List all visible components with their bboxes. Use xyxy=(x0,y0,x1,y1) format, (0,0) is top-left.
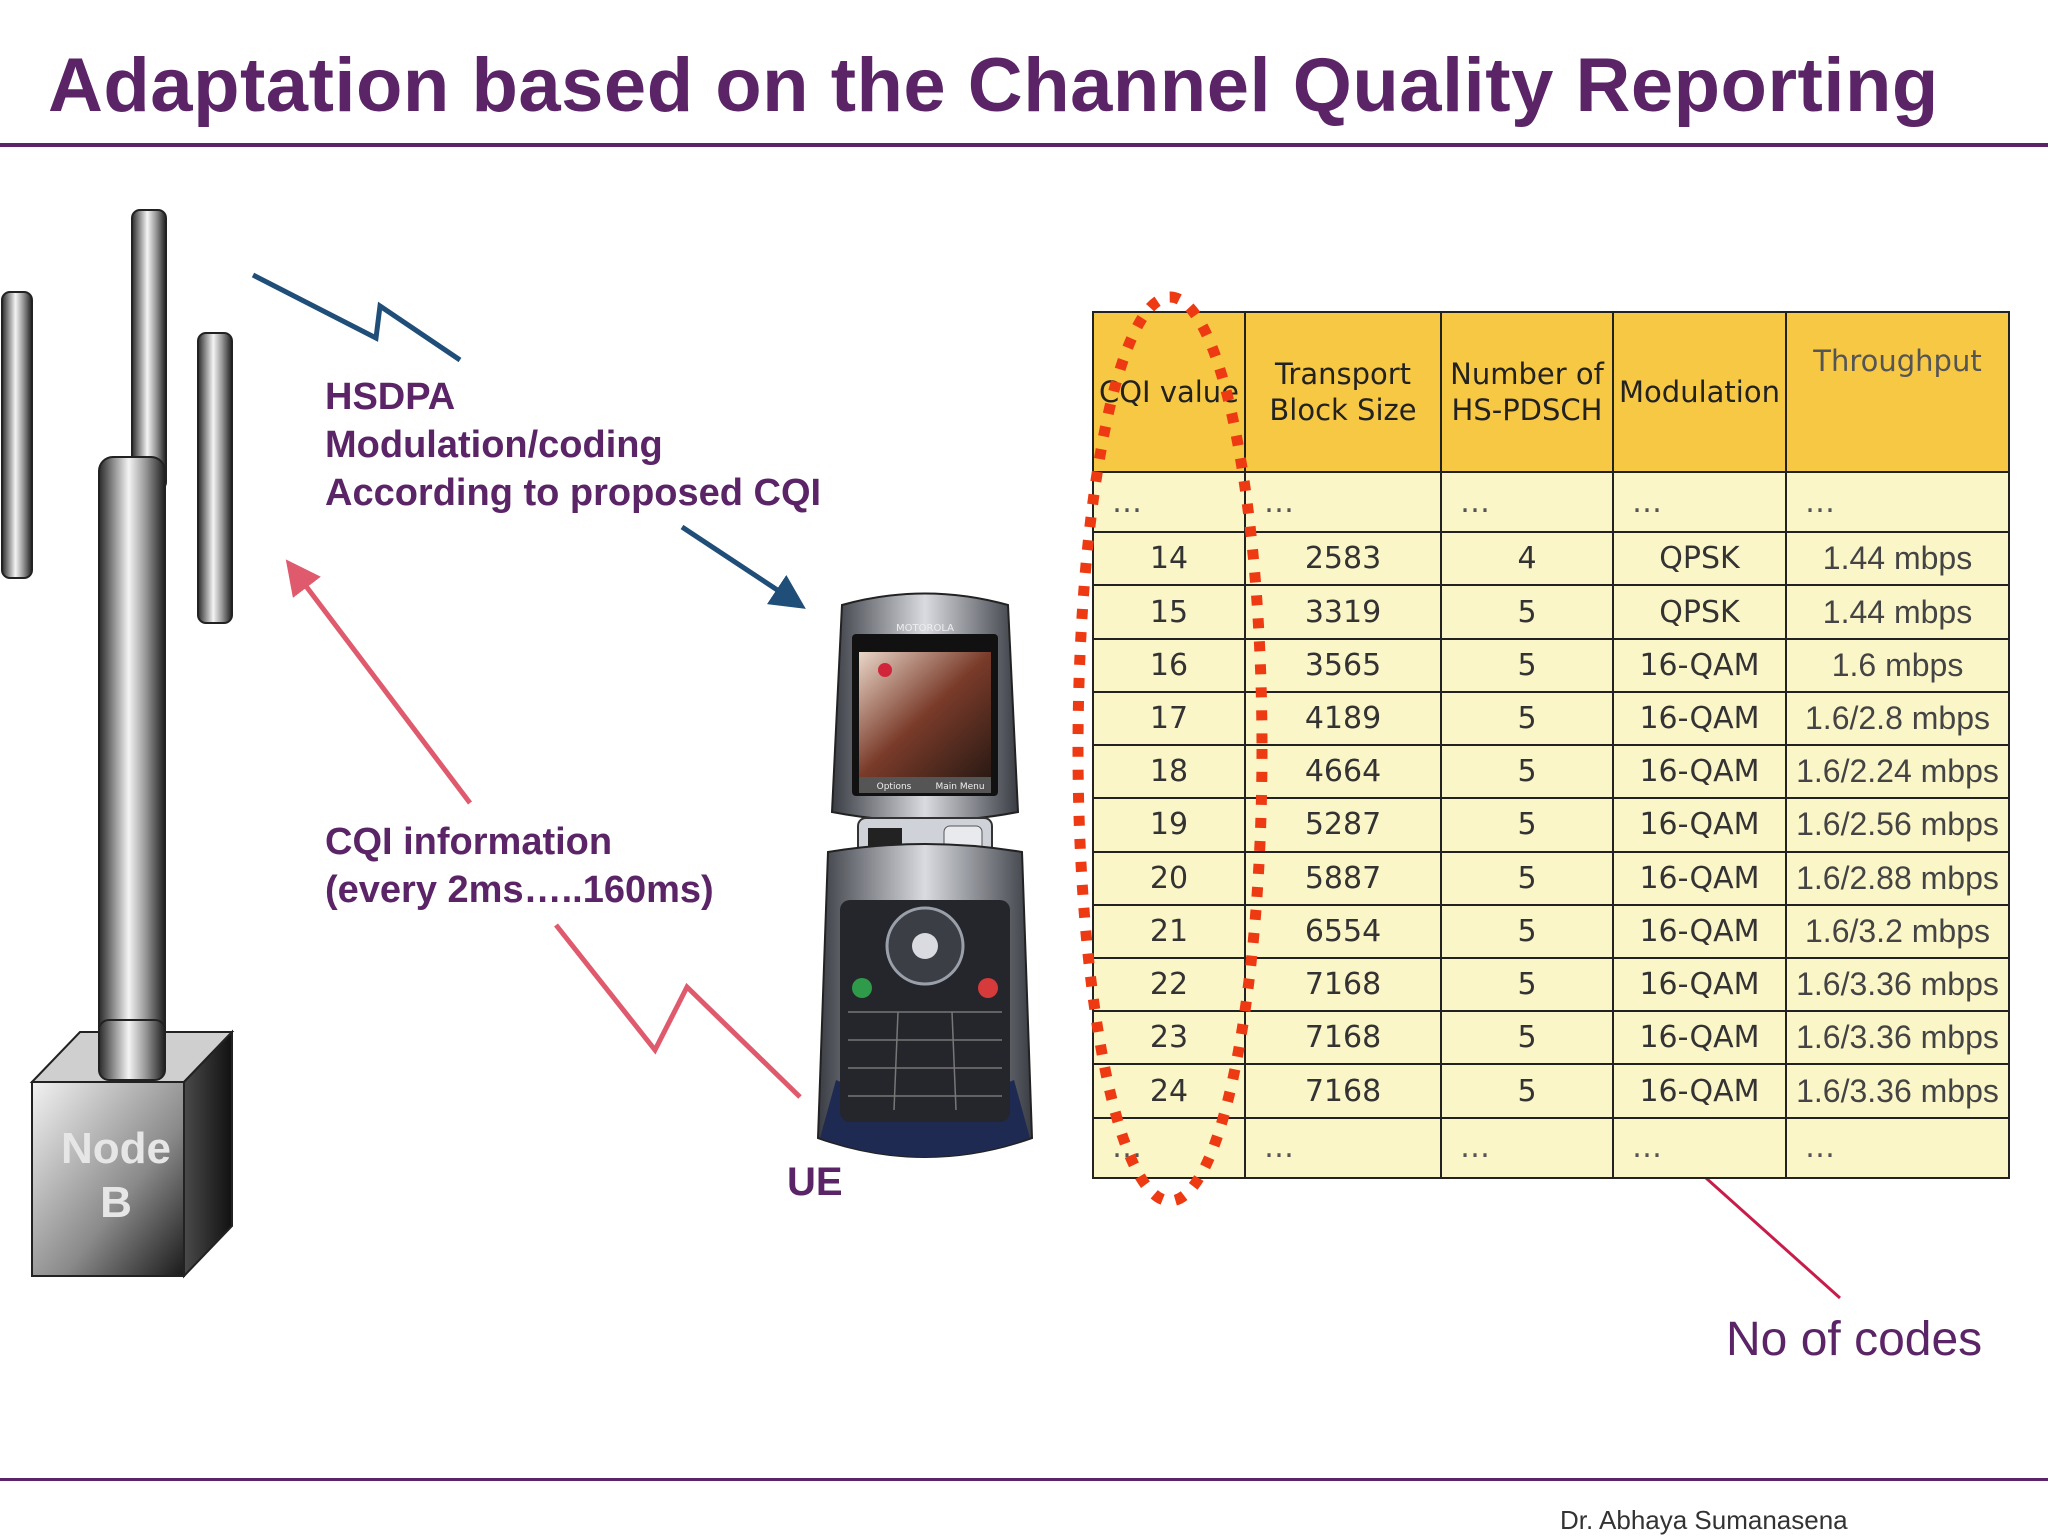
cell-tput: 1.6 mbps xyxy=(1785,637,2010,693)
cell-mod: 16-QAM xyxy=(1612,1063,1787,1119)
table-row: 18 4664 5 16-QAM 1.6/2.24 mbps xyxy=(1092,744,2010,800)
cell-mod: 16-QAM xyxy=(1612,690,1787,747)
cell-cqi: 19 xyxy=(1092,797,1246,853)
cell-mod: 16-QAM xyxy=(1612,744,1787,800)
cell-codes: 5 xyxy=(1440,584,1614,640)
cell-codes: 5 xyxy=(1440,1010,1614,1066)
footer-divider xyxy=(0,1478,2048,1481)
table-row: 16 3565 5 16-QAM 1.6 mbps xyxy=(1092,637,2010,693)
cell-cqi: 21 xyxy=(1092,903,1246,960)
table-header-row: CQI value Transport Block Size Number of… xyxy=(1092,311,2010,473)
table-row-ellipsis-top: … … … … … xyxy=(1092,470,2010,534)
title-divider xyxy=(0,143,2048,147)
cell-codes: 5 xyxy=(1440,1063,1614,1119)
cell-codes: 5 xyxy=(1440,956,1614,1013)
cell-tbs: 5287 xyxy=(1244,797,1442,853)
cell-cqi: 14 xyxy=(1092,531,1246,587)
cell-codes: 5 xyxy=(1440,744,1614,800)
cell-tbs: 5887 xyxy=(1244,850,1442,906)
cell-tbs: 2583 xyxy=(1244,531,1442,587)
cell-tbs: 3565 xyxy=(1244,637,1442,693)
table-row: 14 2583 4 QPSK 1.44 mbps xyxy=(1092,531,2010,587)
cell-cqi: 15 xyxy=(1092,584,1246,640)
header-throughput: Throughput xyxy=(1785,311,2010,473)
cell-tput: 1.6/3.36 mbps xyxy=(1785,1063,2010,1119)
cell-tbs: 7168 xyxy=(1244,956,1442,1013)
table-row: 15 3319 5 QPSK 1.44 mbps xyxy=(1092,584,2010,640)
cell-cqi: 24 xyxy=(1092,1063,1246,1119)
cell-tbs: 7168 xyxy=(1244,1063,1442,1119)
cell-mod: QPSK xyxy=(1612,584,1787,640)
downlink-arrow-lower xyxy=(680,524,806,609)
table-row: 17 4189 5 16-QAM 1.6/2.8 mbps xyxy=(1092,690,2010,747)
cell-mod: 16-QAM xyxy=(1612,637,1787,693)
downlink-arrow-upper xyxy=(251,272,462,363)
cqi-info-label: CQI information (every 2ms…..160ms) xyxy=(325,821,714,911)
table-row: 19 5287 5 16-QAM 1.6/2.56 mbps xyxy=(1092,797,2010,853)
table-row: 20 5887 5 16-QAM 1.6/2.88 mbps xyxy=(1092,850,2010,906)
cell-tput: 1.6/2.24 mbps xyxy=(1785,744,2010,800)
cell-mod: QPSK xyxy=(1612,531,1787,587)
table-row-ellipsis-bottom: …………… xyxy=(1092,1116,2010,1180)
cell-tput: 1.44 mbps xyxy=(1785,531,2010,587)
header-modulation: Modulation xyxy=(1612,311,1787,473)
cell-codes: 5 xyxy=(1440,637,1614,693)
node-b-box-front xyxy=(31,1081,185,1277)
table-row: 23 7168 5 16-QAM 1.6/3.36 mbps xyxy=(1092,1010,2010,1066)
softkey-right: Main Menu xyxy=(935,782,984,792)
cell-tbs: 7168 xyxy=(1244,1010,1442,1066)
cell-codes: 5 xyxy=(1440,903,1614,960)
cell-tput: 1.6/2.8 mbps xyxy=(1785,690,2010,747)
cell-codes: 5 xyxy=(1440,797,1614,853)
cell-mod: 16-QAM xyxy=(1612,797,1787,853)
cell-tbs: 3319 xyxy=(1244,584,1442,640)
cell-codes: 4 xyxy=(1440,531,1614,587)
cell-cqi: 23 xyxy=(1092,1010,1246,1066)
cell-mod: 16-QAM xyxy=(1612,850,1787,906)
cell-tbs: 4189 xyxy=(1244,690,1442,747)
table-row: 21 6554 5 16-QAM 1.6/3.2 mbps xyxy=(1092,903,2010,960)
cell-cqi: 20 xyxy=(1092,850,1246,906)
cqi-table: CQI value Transport Block Size Number of… xyxy=(1092,311,2010,1180)
cell-cqi: 22 xyxy=(1092,956,1246,1013)
cell-tput: 1.6/3.36 mbps xyxy=(1785,956,2010,1013)
header-number-of-codes: Number of HS-PDSCH xyxy=(1440,311,1614,473)
cell-tput: 1.44 mbps xyxy=(1785,584,2010,640)
cell-codes: 5 xyxy=(1440,690,1614,747)
phone-brand: MOTOROLA xyxy=(896,623,954,634)
cell-tput: 1.6/3.36 mbps xyxy=(1785,1010,2010,1066)
cell-cqi: 17 xyxy=(1092,690,1246,747)
table-row: 22 7168 5 16-QAM 1.6/3.36 mbps xyxy=(1092,956,2010,1013)
cell-tput: 1.6/2.56 mbps xyxy=(1785,797,2010,853)
header-transport-block-size: Transport Block Size xyxy=(1244,311,1442,473)
ue-label: UE xyxy=(787,1160,843,1204)
cell-cqi: 18 xyxy=(1092,744,1246,800)
antenna-panel-left xyxy=(1,291,33,579)
uplink-arrow-lower xyxy=(554,923,802,1099)
cell-mod: 16-QAM xyxy=(1612,1010,1787,1066)
cell-tbs: 4664 xyxy=(1244,744,1442,800)
phone-number-keys xyxy=(848,1011,1002,1111)
cell-tbs: 6554 xyxy=(1244,903,1442,960)
antenna-panel-right xyxy=(197,332,233,624)
slide-title: Adaptation based on the Channel Quality … xyxy=(48,43,1939,128)
cell-tput: 1.6/3.2 mbps xyxy=(1785,903,2010,960)
cell-codes: 5 xyxy=(1440,850,1614,906)
cell-mod: 16-QAM xyxy=(1612,903,1787,960)
cell-mod: 16-QAM xyxy=(1612,956,1787,1013)
hsdpa-label: HSDPA Modulation/coding According to pro… xyxy=(325,376,822,514)
slide-footer: Dr. Abhaya Sumanasena xyxy=(1560,1505,1848,1535)
uplink-arrow-upper xyxy=(285,559,472,805)
cell-tput: 1.6/2.88 mbps xyxy=(1785,850,2010,906)
no-of-codes-label: No of codes xyxy=(1726,1313,1983,1366)
table-row: 24 7168 5 16-QAM 1.6/3.36 mbps xyxy=(1092,1063,2010,1119)
cell-cqi: 16 xyxy=(1092,637,1246,693)
node-b-label: Node B xyxy=(61,1124,171,1227)
softkey-left: Options xyxy=(877,782,912,792)
